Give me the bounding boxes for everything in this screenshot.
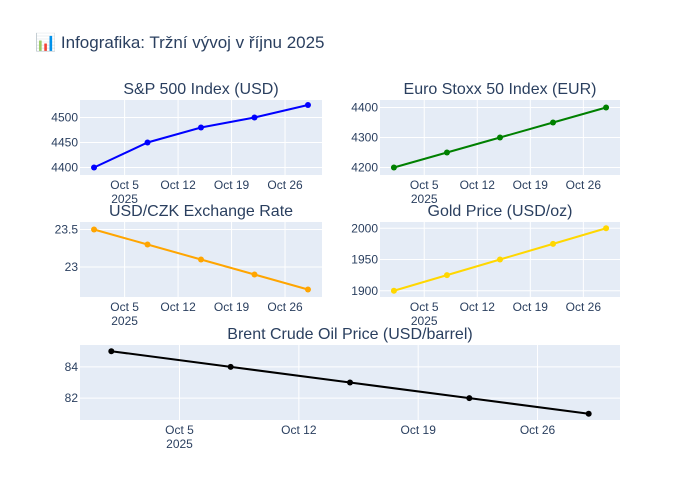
data-point[interactable] bbox=[227, 363, 234, 370]
x-tick-label: Oct 5 bbox=[410, 178, 439, 192]
x-tick-label: Oct 26 bbox=[566, 300, 602, 314]
x-tick-label: Oct 19 bbox=[513, 178, 549, 192]
y-tick-label: 4200 bbox=[351, 161, 378, 175]
data-point[interactable] bbox=[198, 124, 204, 131]
x-tick-label: Oct 12 bbox=[460, 300, 496, 314]
x-tick-label: Oct 26 bbox=[267, 178, 303, 192]
x-tick-label: Oct 5 bbox=[110, 300, 139, 314]
data-point[interactable] bbox=[443, 149, 450, 156]
x-tick-label: Oct 12 bbox=[281, 423, 317, 437]
y-tick-label: 4400 bbox=[51, 161, 78, 175]
y-tick-label: 1900 bbox=[351, 284, 378, 298]
x-tick-label: Oct 26 bbox=[520, 423, 556, 437]
x-tick-label: Oct 5 bbox=[165, 423, 194, 437]
y-tick-label: 4450 bbox=[51, 136, 78, 150]
x-tick-year: 2025 bbox=[111, 314, 138, 328]
y-tick-label: 4300 bbox=[351, 131, 378, 145]
x-tick-label: Oct 12 bbox=[460, 178, 496, 192]
data-point[interactable] bbox=[497, 134, 503, 141]
panel-title: Euro Stoxx 50 Index (EUR) bbox=[404, 81, 597, 98]
y-tick-label: 23.5 bbox=[55, 223, 79, 237]
data-point[interactable] bbox=[304, 102, 311, 108]
y-tick-label: 82 bbox=[65, 391, 79, 405]
y-tick-label: 84 bbox=[65, 360, 79, 374]
x-tick-label: Oct 19 bbox=[214, 300, 250, 314]
data-point[interactable] bbox=[550, 240, 557, 247]
data-point[interactable] bbox=[91, 226, 98, 233]
panel-title: Brent Crude Oil Price (USD/barrel) bbox=[227, 326, 472, 343]
plot-area bbox=[80, 100, 322, 175]
data-point[interactable] bbox=[603, 104, 610, 111]
data-point[interactable] bbox=[144, 241, 151, 248]
x-tick-label: Oct 19 bbox=[513, 300, 549, 314]
x-tick-label: Oct 26 bbox=[566, 178, 602, 192]
data-point[interactable] bbox=[251, 271, 258, 278]
data-point[interactable] bbox=[251, 114, 258, 121]
data-point[interactable] bbox=[443, 272, 450, 279]
x-tick-label: Oct 19 bbox=[401, 423, 437, 437]
panel-title: USD/CZK Exchange Rate bbox=[109, 203, 293, 220]
data-point[interactable] bbox=[603, 225, 610, 232]
data-point[interactable] bbox=[108, 348, 115, 355]
x-tick-label: Oct 19 bbox=[214, 178, 250, 192]
data-point[interactable] bbox=[390, 287, 397, 294]
y-tick-label: 4500 bbox=[51, 111, 78, 125]
data-point[interactable] bbox=[144, 139, 151, 146]
y-tick-label: 23 bbox=[65, 260, 79, 274]
x-tick-year: 2025 bbox=[411, 192, 438, 206]
data-point[interactable] bbox=[497, 256, 503, 263]
x-tick-label: Oct 26 bbox=[267, 300, 303, 314]
data-point[interactable] bbox=[585, 410, 592, 417]
data-point[interactable] bbox=[198, 256, 204, 263]
data-point[interactable] bbox=[550, 119, 557, 126]
y-tick-label: 1950 bbox=[351, 253, 378, 267]
x-tick-label: Oct 12 bbox=[160, 300, 196, 314]
x-tick-label: Oct 12 bbox=[160, 178, 196, 192]
y-tick-label: 4400 bbox=[351, 101, 378, 115]
data-point[interactable] bbox=[390, 164, 397, 171]
y-tick-label: 2000 bbox=[351, 221, 378, 235]
x-tick-year: 2025 bbox=[166, 437, 193, 451]
x-tick-year: 2025 bbox=[411, 314, 438, 328]
x-tick-label: Oct 5 bbox=[410, 300, 439, 314]
data-point[interactable] bbox=[91, 164, 98, 171]
infographic-title: 📊 Infografika: Tržní vývoj v říjnu 2025 bbox=[35, 33, 325, 52]
data-point[interactable] bbox=[347, 379, 353, 386]
data-point[interactable] bbox=[304, 286, 311, 293]
data-point[interactable] bbox=[466, 395, 473, 402]
x-tick-label: Oct 5 bbox=[110, 178, 139, 192]
panel-title: Gold Price (USD/oz) bbox=[428, 203, 573, 220]
panel-title: S&P 500 Index (USD) bbox=[123, 81, 278, 98]
x-tick-year: 2025 bbox=[111, 192, 138, 206]
